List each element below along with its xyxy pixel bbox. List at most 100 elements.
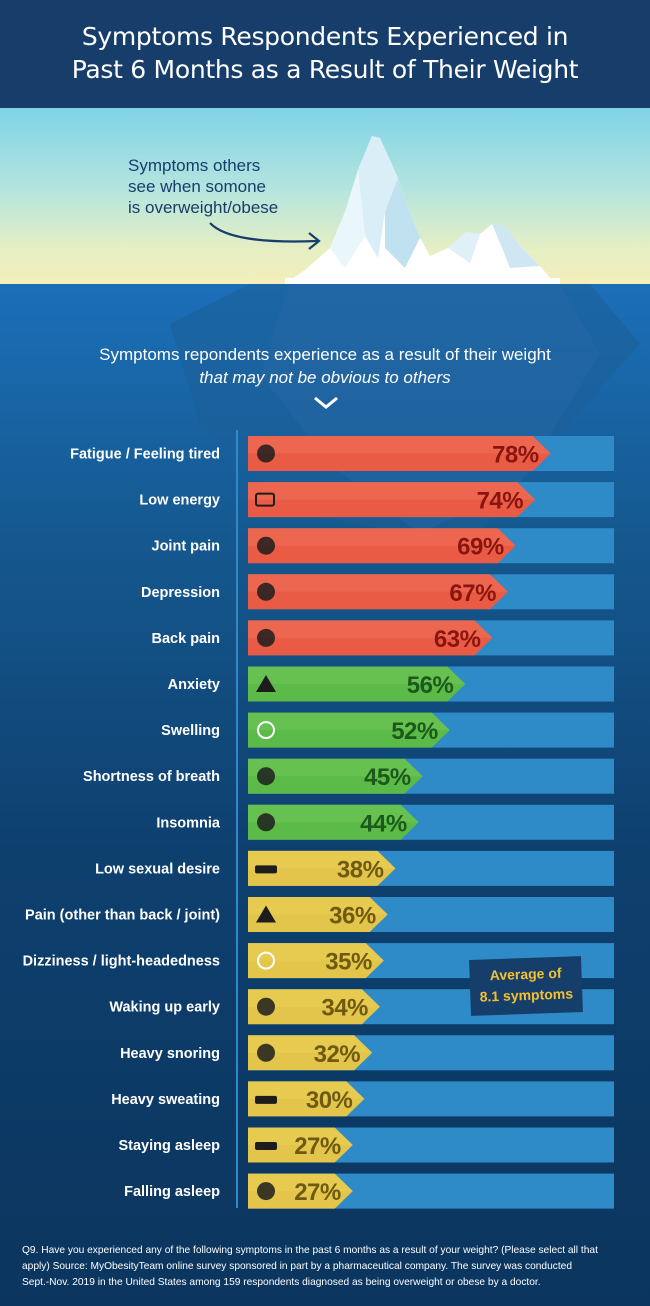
bar (248, 758, 423, 794)
bar (248, 528, 516, 564)
bar (248, 897, 388, 932)
category-label: Low energy (139, 493, 220, 509)
average-line-2: 8.1 symptoms (479, 985, 574, 1005)
bar-highlight (248, 1173, 353, 1192)
average-callout: Average of 8.1 symptoms (469, 956, 583, 1016)
value-label: 74% (477, 488, 524, 515)
footer-line-2: apply) Source: MyObesityTeam online surv… (22, 1261, 573, 1272)
bar-highlight (248, 620, 493, 638)
bar-highlight (248, 1035, 373, 1053)
bar (248, 1127, 353, 1163)
title-line-1: Symptoms Respondents Experienced in (81, 22, 569, 51)
note-line-1: Symptoms others (128, 156, 261, 175)
value-label: 30% (306, 1087, 353, 1114)
value-label: 27% (294, 1179, 341, 1206)
sweating-icon (255, 1095, 277, 1104)
bar (248, 1035, 373, 1071)
category-label: Anxiety (168, 677, 220, 693)
insomnia-icon (257, 813, 275, 832)
value-label: 67% (449, 580, 496, 607)
swelling-icon (257, 721, 275, 740)
footer-line-1: Q9. Have you experienced any of the foll… (22, 1245, 598, 1256)
category-label: Joint pain (152, 539, 220, 555)
bar (248, 850, 396, 886)
iceberg-icon (285, 136, 560, 284)
bar (248, 482, 536, 518)
bar-highlight (248, 850, 396, 869)
category-label: Pain (other than back / joint) (25, 908, 220, 924)
average-line-1: Average of (489, 964, 562, 984)
page-title: Symptoms Respondents Experienced in Past… (0, 0, 650, 86)
value-label: 44% (360, 810, 407, 837)
bar-highlight (248, 712, 450, 731)
note-line-3: is overweight/obese (128, 198, 279, 217)
value-label: 45% (364, 764, 411, 791)
joint-icon (257, 536, 275, 555)
bar (248, 574, 508, 610)
category-label: Depression (141, 585, 220, 601)
bar-highlight (248, 436, 551, 454)
category-label: Heavy sweating (111, 1092, 220, 1108)
header: Symptoms Respondents Experienced in Past… (0, 0, 650, 108)
bar-highlight (248, 574, 508, 592)
footer-line-3: Sept.-Nov. 2019 in the United States amo… (22, 1277, 541, 1288)
bar-highlight (248, 1081, 365, 1099)
bar-highlight (248, 804, 419, 823)
chart-axis-line (236, 430, 238, 1208)
value-label: 35% (325, 949, 372, 976)
fatigue-icon (257, 444, 275, 463)
note-line-2: see when somone (128, 177, 266, 196)
arrow-icon (209, 222, 321, 250)
bar-highlight (248, 989, 380, 1007)
bar-highlight (248, 528, 516, 546)
bar-highlight (248, 897, 388, 915)
value-label: 27% (294, 1133, 341, 1160)
bar (248, 1081, 365, 1117)
underwater-iceberg (170, 284, 640, 544)
category-label: Insomnia (156, 815, 221, 831)
category-label: Waking up early (109, 1000, 220, 1016)
category-label: Dizziness / light-headedness (23, 954, 220, 970)
bar-highlight (248, 482, 536, 500)
value-label: 63% (434, 626, 481, 653)
bar (248, 804, 419, 840)
category-label: Staying asleep (118, 1138, 220, 1154)
category-label: Swelling (161, 723, 220, 739)
subtitle-line-2: that may not be obvious to others (199, 368, 451, 387)
bar-highlight (248, 943, 384, 961)
category-label: Heavy snoring (120, 1046, 220, 1062)
category-label: Low sexual desire (95, 861, 220, 877)
value-label: 52% (391, 718, 438, 745)
value-label: 69% (457, 534, 504, 561)
sleeping-icon (255, 1142, 277, 1150)
footer-note: Q9. Have you experienced any of the foll… (22, 1243, 634, 1291)
value-label: 78% (492, 442, 539, 469)
warning-icon (256, 675, 276, 692)
bar (248, 1173, 353, 1209)
bar-highlight (248, 666, 466, 684)
subtitle-line-1: Symptoms repondents experience as a resu… (99, 345, 551, 364)
bar (248, 666, 466, 702)
value-label: 56% (407, 672, 454, 699)
depression-icon (257, 582, 275, 601)
value-label: 38% (337, 856, 384, 883)
snoring-icon (257, 1043, 275, 1062)
value-label: 34% (321, 995, 368, 1022)
category-label: Shortness of breath (83, 769, 220, 785)
bar (248, 436, 551, 471)
bed-icon (255, 865, 277, 874)
bar (248, 943, 384, 979)
spine-icon (257, 628, 275, 647)
category-label: Fatigue / Feeling tired (70, 447, 220, 463)
value-label: 32% (314, 1041, 361, 1068)
iceberg-note: Symptoms others see when somone is overw… (128, 155, 328, 218)
value-label: 36% (329, 903, 376, 930)
bar (248, 712, 450, 748)
battery-icon (255, 492, 275, 507)
dizziness-icon (257, 951, 275, 970)
lungs-icon (257, 767, 275, 786)
category-label: Falling asleep (124, 1184, 220, 1200)
chevron-down-icon (314, 396, 338, 409)
